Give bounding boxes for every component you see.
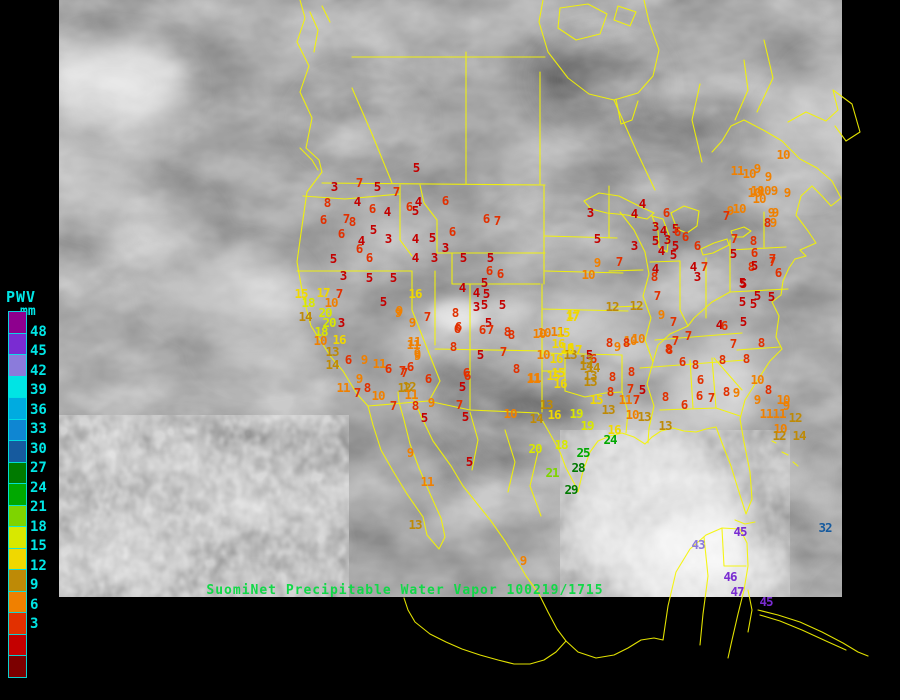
legend-color-box <box>8 504 27 527</box>
legend-value-label: 42 <box>30 362 47 379</box>
legend-value-label: 39 <box>30 382 47 398</box>
legend-color-box <box>8 633 27 656</box>
legend-value-label: 9 <box>30 577 39 593</box>
legend-value-label: 12 <box>30 557 47 574</box>
legend-color-box <box>8 375 27 398</box>
legend-value-label: 18 <box>30 518 47 535</box>
legend-color-bar <box>8 311 27 678</box>
legend-color-box <box>8 655 27 678</box>
map-borders <box>296 0 869 665</box>
legend-color-box <box>8 311 27 334</box>
map-caption: SuomiNet Precipitable Water Vapor 100219… <box>206 583 604 598</box>
legend-color-box <box>8 612 27 635</box>
legend-color-box <box>8 590 27 613</box>
legend-value-label: 21 <box>30 499 47 515</box>
legend-value-label: 30 <box>30 440 47 457</box>
legend-value-label: 27 <box>30 460 47 476</box>
legend-value-label: 6 <box>30 596 39 613</box>
legend-value-label: 33 <box>30 421 47 437</box>
legend-value-label: 24 <box>30 479 47 496</box>
legend-color-box <box>8 440 27 463</box>
legend-value-label: 45 <box>30 343 47 359</box>
legend-value-label: 15 <box>30 538 47 554</box>
pwv-legend: PWV mm 48 45 42 39 36 33 30 27 24 21 18 15 12 9 6 3 <box>6 288 66 678</box>
legend-color-box <box>8 547 27 570</box>
legend-color-box <box>8 418 27 441</box>
legend-color-box <box>8 526 27 549</box>
legend-color-box <box>8 354 27 377</box>
legend-color-box <box>8 461 27 484</box>
legend-title: PWV <box>6 288 37 306</box>
legend-value-label: 48 <box>30 323 47 340</box>
legend-color-box <box>8 397 27 420</box>
legend-value-label: 3 <box>30 616 39 632</box>
legend-value-label: 36 <box>30 401 47 418</box>
legend-color-box <box>8 483 27 506</box>
legend-color-box <box>8 569 27 592</box>
legend-color-box <box>8 332 27 355</box>
